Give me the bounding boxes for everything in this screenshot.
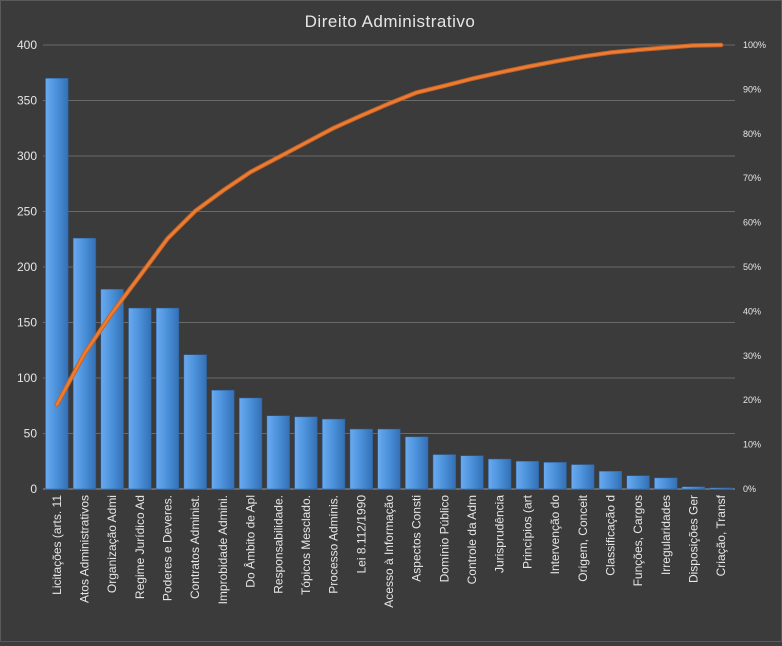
y-tick-label: 150 <box>17 316 37 330</box>
y-tick-label: 350 <box>17 94 37 108</box>
x-tick-label: Atos Administrativos <box>78 495 92 603</box>
bar <box>239 397 263 490</box>
y2-tick-label: 90% <box>743 84 761 94</box>
x-tick-label: Jurisprudência <box>493 495 507 573</box>
bar <box>488 458 512 490</box>
x-tick-label: Contratos Administ. <box>188 495 202 599</box>
x-tick-label: Do Âmbito de Apl <box>243 495 258 588</box>
cumulative-line-path <box>55 43 723 406</box>
bar <box>681 486 706 490</box>
x-tick-label: Regime Jurídico Ad <box>133 495 147 599</box>
y2-tick-label: 10% <box>743 440 761 450</box>
y-tick-label: 250 <box>17 205 37 219</box>
x-axis: Licitações (arts. 11 Atos Administrativos… <box>50 494 728 607</box>
bar <box>405 436 429 490</box>
x-tick-label: Criação, Transf <box>714 494 728 576</box>
x-tick-label: Tópicos Mesclado. <box>299 495 313 595</box>
x-tick-label: Processo Adminis. <box>327 495 341 594</box>
bar <box>155 307 180 490</box>
y-tick-label: 50 <box>24 427 38 441</box>
bar <box>598 470 623 490</box>
x-tick-label: Princípios (art <box>520 494 534 569</box>
y-axis-right: 0% 10% 20% 30% 40% 50% 60% 70% 80% 90% 100% <box>743 40 766 494</box>
x-tick-label: Organização Admi <box>105 495 119 593</box>
x-tick-label: Intervenção do <box>548 495 562 575</box>
x-tick-label: Disposições Ger <box>686 495 700 583</box>
bar <box>100 288 124 490</box>
bar <box>349 428 373 490</box>
x-tick-label: Acesso à Informação <box>382 495 396 608</box>
y2-tick-label: 80% <box>743 129 761 139</box>
y2-tick-label: 100% <box>743 40 766 50</box>
x-tick-label: Irregularidades <box>659 495 673 575</box>
x-tick-label: Classificação d <box>603 495 617 576</box>
bar <box>654 477 678 490</box>
y-tick-label: 400 <box>17 38 37 52</box>
y-tick-label: 100 <box>17 371 37 385</box>
x-tick-label: Licitações (arts. 11 <box>50 495 64 595</box>
x-tick-label: Poderes e Deveres. <box>161 495 175 601</box>
y-tick-label: 0 <box>30 482 37 496</box>
cumulative-line <box>54 42 724 407</box>
bar <box>72 237 97 490</box>
y2-tick-label: 60% <box>743 218 761 228</box>
bar <box>543 462 567 490</box>
y2-tick-label: 40% <box>743 306 761 316</box>
bar <box>45 78 69 490</box>
y-axis-left: 0 50 100 150 200 250 300 350 400 <box>17 38 37 496</box>
y2-tick-label: 0% <box>743 484 756 494</box>
bar <box>294 416 318 490</box>
bars <box>45 78 733 490</box>
y2-tick-label: 20% <box>743 395 761 405</box>
x-tick-label: Funções, Cargos <box>631 495 645 586</box>
bar <box>322 418 346 490</box>
x-tick-label: Controle da Adm <box>465 495 479 584</box>
bar <box>626 475 650 490</box>
bar <box>432 454 456 490</box>
bar <box>515 461 539 490</box>
bar <box>183 354 207 490</box>
bar <box>128 307 152 490</box>
x-tick-label: Domínio Público <box>437 495 451 583</box>
bar <box>377 428 401 490</box>
x-tick-label: Lei 8.112/1990 <box>354 495 368 574</box>
bar <box>571 464 595 490</box>
y-tick-label: 200 <box>17 260 37 274</box>
bar <box>460 455 484 490</box>
x-tick-label: Origem, Conceit <box>576 494 590 581</box>
y2-tick-label: 50% <box>743 262 761 272</box>
chart-title: Direito Administrativo <box>305 12 476 31</box>
bar <box>709 487 733 490</box>
x-tick-label: Responsabilidade. <box>271 495 285 594</box>
y2-tick-label: 30% <box>743 351 761 361</box>
y-tick-label: 300 <box>17 149 37 163</box>
bar <box>266 415 290 490</box>
bar <box>211 389 235 490</box>
y2-tick-label: 70% <box>743 173 761 183</box>
x-tick-label: Aspectos Consti <box>410 495 424 582</box>
x-tick-label: Improbidade Admini. <box>216 495 230 604</box>
